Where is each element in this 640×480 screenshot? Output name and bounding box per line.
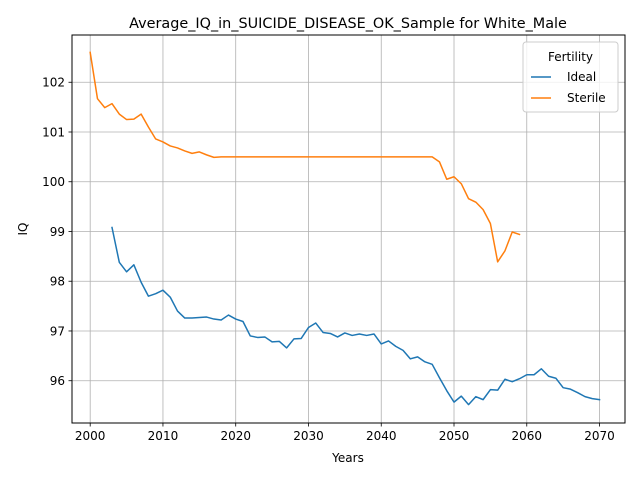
- y-tick-label: 99: [50, 225, 65, 239]
- x-tick-label: 2020: [220, 429, 251, 443]
- y-tick-label: 98: [50, 275, 65, 289]
- legend: Fertility Ideal Sterile: [523, 42, 618, 112]
- x-tick-label: 2010: [148, 429, 179, 443]
- y-tick-label: 102: [42, 76, 65, 90]
- legend-label-sterile: Sterile: [567, 91, 606, 105]
- y-tick-label: 100: [42, 175, 65, 189]
- x-tick-label: 2000: [75, 429, 106, 443]
- x-tick-label: 2050: [439, 429, 470, 443]
- x-tick-label: 2040: [366, 429, 397, 443]
- chart-title: Average_IQ_in_SUICIDE_DISEASE_OK_Sample …: [129, 16, 567, 32]
- x-tick-label: 2030: [293, 429, 324, 443]
- y-tick-label: 96: [50, 374, 65, 388]
- y-tick-label: 101: [42, 125, 65, 139]
- x-axis-title: Years: [331, 451, 364, 465]
- y-tick-label: 97: [50, 324, 65, 338]
- x-tick-label: 2060: [511, 429, 542, 443]
- legend-title: Fertility: [548, 50, 593, 64]
- y-axis-title: IQ: [16, 223, 30, 236]
- x-tick-label: 2070: [584, 429, 615, 443]
- legend-label-ideal: Ideal: [567, 70, 596, 84]
